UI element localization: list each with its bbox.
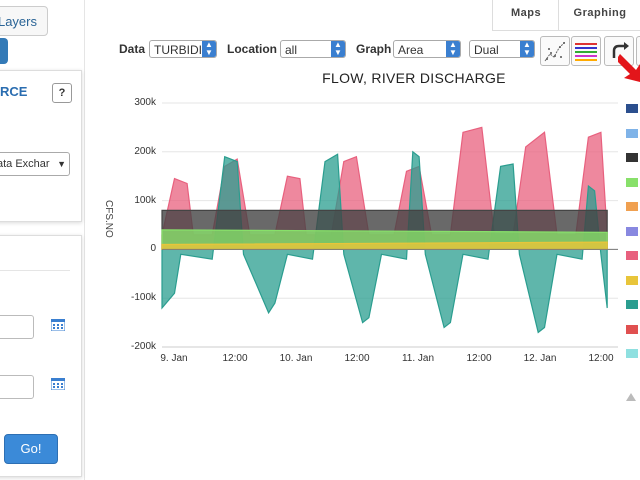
help-button[interactable]: ? — [52, 83, 72, 103]
x-tick-label: 12:00 — [222, 353, 248, 364]
graph-label: Graph — [356, 42, 392, 56]
tab-graphing[interactable]: Graphing — [558, 0, 640, 31]
multi-line-icon — [575, 43, 597, 61]
data-select-value: TURBIDI — [154, 43, 202, 57]
axis-mode-select[interactable]: Dual ▲ ▼ — [469, 40, 535, 58]
divider — [0, 270, 70, 271]
scatter-plot-button[interactable] — [540, 36, 570, 66]
chevron-updown-icon: ▲ ▼ — [446, 41, 460, 57]
tab-maps[interactable]: Maps — [492, 0, 560, 31]
calendar-icon[interactable] — [51, 378, 65, 390]
data-exchange-select[interactable]: ata Exchar ▼ — [0, 152, 70, 176]
y-tick-label: 300k — [134, 97, 156, 108]
y-tick-label: -200k — [130, 341, 156, 352]
legend-swatch[interactable] — [626, 177, 638, 187]
location-select-value: all — [285, 43, 298, 57]
legend-swatch[interactable] — [626, 153, 638, 162]
y-tick-label: 100k — [134, 194, 156, 206]
legend-swatch[interactable] — [626, 226, 638, 236]
legend-swatch[interactable] — [626, 202, 638, 211]
pointer-arrow-icon — [618, 54, 640, 82]
legend-swatch[interactable] — [626, 104, 638, 113]
chevron-updown-icon: ▲ ▼ — [331, 41, 345, 57]
x-tick-label: 11. Jan — [401, 353, 435, 364]
data-select[interactable]: TURBIDI ▲ ▼ — [149, 40, 217, 58]
layers-button[interactable]: Layers — [0, 6, 48, 36]
graph-type-value: Area — [398, 43, 424, 57]
legend-swatch[interactable] — [626, 349, 638, 358]
redo-button[interactable] — [604, 36, 634, 66]
legend-swatch[interactable] — [626, 324, 638, 334]
x-tick-label: 12:00 — [344, 353, 370, 364]
series-area-1[interactable] — [161, 150, 608, 334]
x-tick-label: 9. Jan — [160, 353, 188, 364]
location-label: Location — [227, 42, 277, 56]
y-tick-label: 0 — [150, 243, 156, 255]
data-exchange-value: ata Exchar — [0, 158, 50, 170]
legend-swatch[interactable] — [626, 251, 638, 260]
chevron-updown-icon: ▲ ▼ — [520, 41, 534, 57]
legend-lines-button[interactable] — [571, 36, 601, 66]
legend-scroll-icon[interactable] — [625, 392, 637, 402]
legend-swatch[interactable] — [626, 275, 638, 285]
chevron-updown-icon: ▲ ▼ — [202, 41, 216, 57]
go-button[interactable]: Go! — [4, 434, 58, 464]
x-tick-label: 12:00 — [466, 353, 492, 364]
y-tick-label: 200k — [134, 145, 156, 157]
axis-mode-value: Dual — [474, 43, 499, 57]
redo-arrow-icon — [612, 42, 629, 58]
end-date-input[interactable] — [0, 375, 34, 399]
more-tools-button[interactable] — [636, 36, 640, 66]
panel-toggle-button[interactable] — [0, 38, 8, 64]
legend-swatch[interactable] — [626, 300, 638, 309]
graph-type-select[interactable]: Area ▲ ▼ — [393, 40, 461, 58]
scatter-plot-icon — [544, 41, 566, 62]
x-tick-label: 12:00 — [588, 353, 614, 364]
legend-swatch[interactable] — [626, 128, 638, 138]
source-title: RCE — [0, 84, 28, 99]
x-tick-label: 12. Jan — [523, 353, 557, 364]
calendar-icon[interactable] — [51, 319, 65, 331]
data-label: Data — [119, 42, 146, 56]
chevron-down-icon: ▼ — [57, 159, 66, 169]
location-select[interactable]: all ▲ ▼ — [280, 40, 346, 58]
y-tick-label: -100k — [130, 292, 156, 304]
start-date-input[interactable] — [0, 315, 34, 339]
x-tick-label: 10. Jan — [279, 353, 313, 364]
chart-title: FLOW, RIVER DISCHARGE — [322, 70, 506, 86]
